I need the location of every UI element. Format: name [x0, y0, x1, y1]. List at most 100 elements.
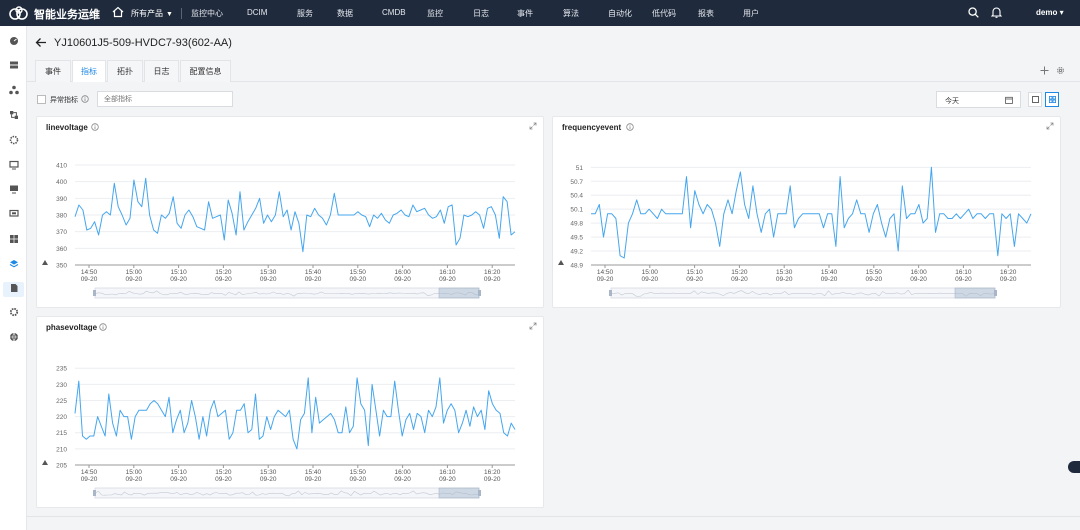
grid-icon	[1049, 96, 1056, 103]
x-tick-date: 09-20	[394, 276, 411, 283]
nav-item-2[interactable]: 服务	[297, 9, 313, 18]
x-tick-date: 09-20	[125, 476, 142, 483]
zoom-slider-window[interactable]	[438, 487, 480, 499]
info-icon[interactable]	[99, 323, 107, 331]
plus-icon[interactable]	[1040, 66, 1049, 75]
x-tick-date: 09-20	[81, 276, 98, 283]
alert-marker-icon[interactable]	[558, 260, 564, 265]
x-tick-date: 09-20	[349, 476, 366, 483]
network-icon[interactable]	[8, 109, 19, 120]
x-tick-time: 15:00	[126, 469, 143, 476]
nav-item-6[interactable]: 日志	[473, 9, 489, 18]
nav-item-3[interactable]: 数据	[337, 9, 353, 18]
dashboard-icon[interactable]	[8, 35, 19, 46]
cloud-logo-icon[interactable]	[8, 5, 30, 21]
x-tick-date: 09-20	[349, 276, 366, 283]
zoom-slider-handle[interactable]	[93, 490, 96, 496]
tab-3[interactable]: 日志	[144, 60, 179, 82]
square-icon	[1032, 96, 1039, 103]
settings-icon[interactable]	[1056, 66, 1065, 75]
expand-icon[interactable]	[529, 122, 537, 130]
globe-icon[interactable]	[8, 331, 19, 342]
y-tick-label: 50.4	[570, 193, 583, 200]
display-icon[interactable]	[8, 183, 19, 194]
tab-1[interactable]: 指标	[72, 60, 106, 82]
x-tick-time: 16:10	[955, 269, 972, 276]
expand-icon[interactable]	[529, 322, 537, 330]
nav-item-12[interactable]: 用户	[743, 9, 759, 18]
zoom-slider-handle[interactable]	[478, 290, 481, 296]
expand-icon[interactable]	[1046, 122, 1054, 130]
nav-item-5[interactable]: 监控	[427, 9, 443, 18]
chart-title: phasevoltage	[46, 323, 98, 332]
alert-marker-icon[interactable]	[42, 260, 48, 265]
server-icon[interactable]	[8, 59, 19, 70]
x-tick-time: 15:40	[305, 269, 322, 276]
zoom-slider-preview	[94, 490, 480, 497]
nav-item-4[interactable]: CMDB	[382, 8, 406, 17]
tab-0[interactable]: 事件	[35, 60, 71, 82]
zoom-slider-handle[interactable]	[994, 290, 997, 296]
info-icon[interactable]	[81, 95, 89, 103]
home-icon[interactable]	[112, 6, 124, 18]
abnormal-metrics-checkbox[interactable]	[37, 95, 46, 104]
monitor-icon[interactable]	[8, 159, 19, 170]
floating-assistant-tab[interactable]	[1068, 461, 1080, 473]
x-tick-time: 15:30	[260, 469, 277, 476]
info-icon[interactable]	[626, 123, 634, 131]
bell-icon[interactable]	[991, 6, 1002, 18]
zoom-slider-window[interactable]	[438, 287, 480, 299]
x-tick-time: 16:00	[910, 269, 927, 276]
screen-icon[interactable]	[8, 208, 19, 219]
cluster-icon[interactable]	[8, 84, 19, 95]
document-icon[interactable]	[8, 282, 19, 293]
x-tick-date: 09-20	[305, 476, 322, 483]
x-tick-date: 09-20	[305, 276, 322, 283]
zoom-slider-preview	[611, 289, 996, 297]
all-products-dropdown[interactable]: 所有产品 ▼	[131, 8, 173, 19]
gear-nodes-icon[interactable]	[8, 134, 19, 145]
x-tick-time: 15:00	[642, 269, 659, 276]
tab-divider	[27, 81, 1080, 82]
x-tick-time: 14:50	[81, 269, 98, 276]
settings-icon[interactable]	[8, 306, 19, 317]
nav-item-1[interactable]: DCIM	[247, 8, 268, 17]
nav-item-9[interactable]: 自动化	[608, 9, 632, 18]
grid-icon[interactable]	[8, 233, 19, 244]
abnormal-metrics-label: 异常指标	[50, 97, 78, 104]
brand-name[interactable]: 智能业务运维	[34, 9, 100, 21]
x-tick-time: 15:00	[126, 269, 143, 276]
zoom-slider-handle[interactable]	[93, 290, 96, 296]
info-icon[interactable]	[91, 123, 99, 131]
series-line	[591, 166, 1032, 259]
date-range-picker[interactable]: 今天	[936, 91, 1021, 108]
nav-item-0[interactable]: 监控中心	[191, 9, 223, 18]
username: demo	[1036, 8, 1058, 17]
y-tick-label: 49.5	[570, 235, 583, 242]
back-arrow-icon[interactable]	[35, 37, 47, 48]
caret-down-icon: ▼	[166, 11, 173, 18]
series-line	[74, 177, 516, 253]
alert-marker-icon[interactable]	[42, 460, 48, 465]
zoom-slider-window[interactable]	[954, 287, 996, 299]
single-view-button[interactable]	[1028, 92, 1042, 107]
x-tick-time: 15:40	[821, 269, 838, 276]
x-tick-date: 09-20	[215, 276, 232, 283]
nav-item-10[interactable]: 低代码	[652, 9, 676, 18]
zoom-slider-handle[interactable]	[478, 490, 481, 496]
nav-item-11[interactable]: 报表	[698, 9, 714, 18]
nav-item-8[interactable]: 算法	[563, 9, 579, 18]
nav-item-7[interactable]: 事件	[517, 9, 533, 18]
grid-view-button[interactable]	[1045, 92, 1059, 107]
tab-2[interactable]: 拓扑	[107, 60, 143, 82]
metric-search-input[interactable]	[97, 91, 233, 107]
zoom-slider-handle[interactable]	[609, 290, 612, 296]
frequencyevent-chart-card: frequencyevent 51 50.7 50.4 50.1 49.8 49.5 49.…	[552, 116, 1061, 308]
user-menu[interactable]: demo ▾	[1036, 8, 1064, 17]
series-line	[74, 377, 516, 450]
tab-4[interactable]: 配置信息	[180, 60, 231, 82]
search-icon[interactable]	[968, 7, 979, 18]
zoom-slider-track[interactable]	[610, 287, 996, 299]
x-tick-time: 16:10	[439, 269, 456, 276]
layers-icon[interactable]	[8, 258, 19, 269]
